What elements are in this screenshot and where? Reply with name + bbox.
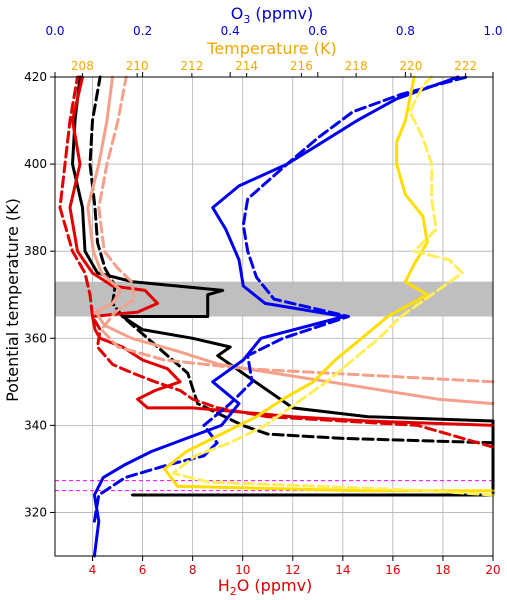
o3-tick-label: 1.0: [483, 24, 502, 38]
h2o-tick-label: 8: [189, 563, 197, 577]
o3-tick-label: 0.0: [45, 24, 64, 38]
plot-frame: [54, 76, 494, 557]
h2o-tick-label: 14: [335, 563, 350, 577]
o3-tick-label: 0.8: [396, 24, 415, 38]
temperature-tick-label: 210: [126, 59, 149, 73]
y-tick-label: 400: [24, 157, 47, 171]
temperature-axis-label: Temperature (K): [206, 39, 336, 58]
o3-axis-label: O3 (ppmv): [231, 4, 314, 26]
h2o-tick-label: 4: [89, 563, 97, 577]
temperature-tick-label: 218: [345, 59, 368, 73]
h2o-axis-label: H2O (ppmv): [218, 576, 313, 598]
y-tick-label: 320: [24, 505, 47, 519]
h2o-tick-label: 12: [285, 563, 300, 577]
y-tick-label: 360: [24, 331, 47, 345]
y-axis-label: Potential temperature (K): [3, 198, 22, 402]
series-line-4: [86, 75, 495, 406]
y-tick-label: 380: [24, 244, 47, 258]
temperature-axis-ticks: 208 210 212 214 216 218 220 222: [71, 59, 477, 77]
temperature-tick-label: 214: [235, 59, 258, 73]
h2o-tick-label: 20: [485, 563, 500, 577]
h2o-tick-label: 10: [235, 563, 250, 577]
y-tick-label: 340: [24, 418, 47, 432]
temperature-tick-label: 216: [290, 59, 313, 73]
temperature-tick-label: 220: [399, 59, 422, 73]
series-line-1: [88, 75, 495, 445]
h2o-tick-label: 18: [435, 563, 450, 577]
temperature-tick-label: 212: [180, 59, 203, 73]
h2o-tick-label: 6: [139, 563, 147, 577]
series-layer: [58, 75, 495, 558]
series-line-5: [97, 75, 495, 384]
series-line-9: [171, 75, 495, 497]
o3-tick-label: 0.4: [221, 24, 240, 38]
series-line-8: [163, 75, 495, 493]
temperature-tick-label: 208: [71, 59, 94, 73]
temperature-tick-label: 222: [454, 59, 477, 73]
h2o-tick-label: 16: [385, 563, 400, 577]
o3-axis-ticks: 0.0 0.2 0.4 0.6 0.8 1.0: [45, 24, 503, 77]
y-axis-ticks: 320 340 360 380 400 420: [24, 70, 55, 519]
series-line-7: [92, 75, 469, 523]
o3-tick-label: 0.6: [308, 24, 327, 38]
y-tick-label: 420: [24, 70, 47, 84]
series-line-3: [58, 75, 495, 449]
o3-tick-label: 0.2: [133, 24, 152, 38]
h2o-axis-ticks: 4 6 8 10 12 14 16 18 20: [89, 556, 501, 577]
